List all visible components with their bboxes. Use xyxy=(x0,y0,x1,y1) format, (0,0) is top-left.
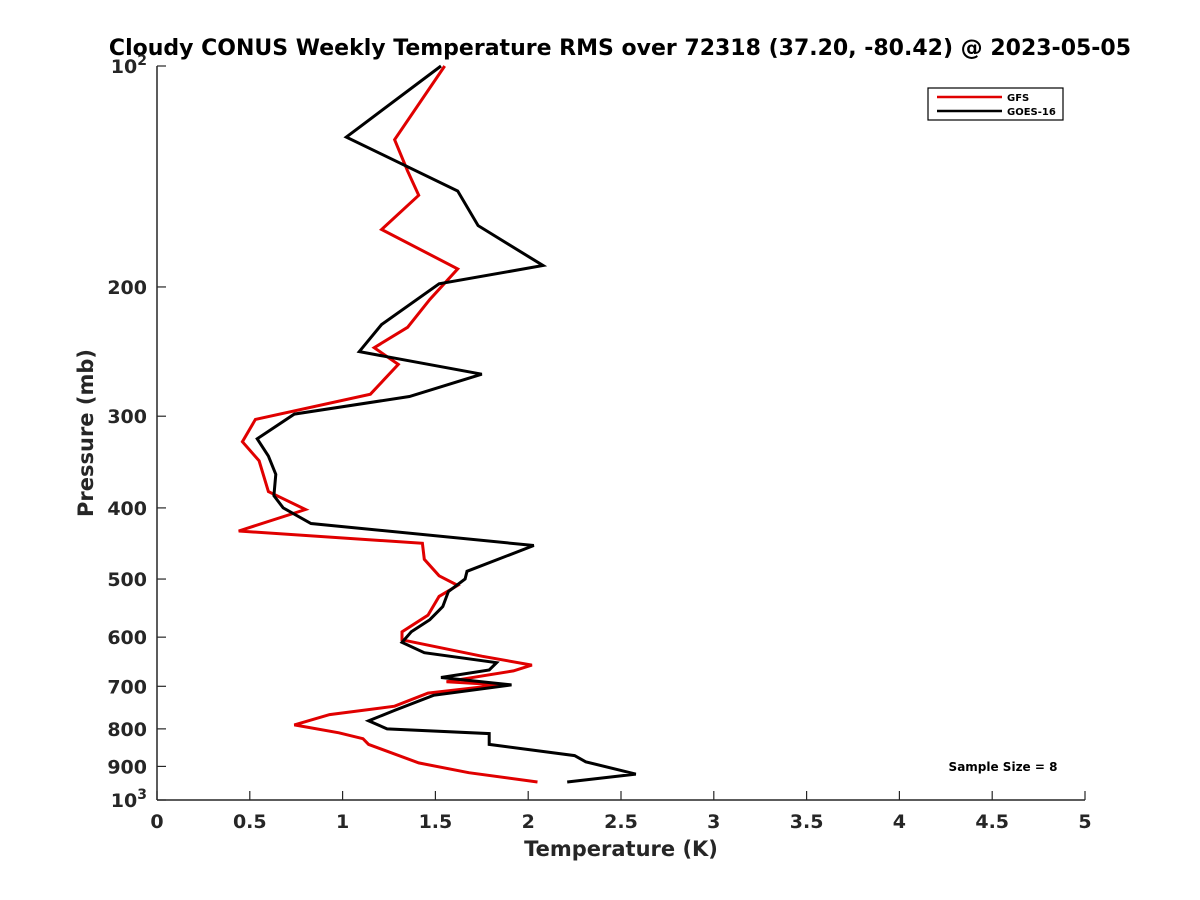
x-tick-label: 3.5 xyxy=(790,811,824,833)
series-layer xyxy=(238,64,637,784)
x-tick-label: 2 xyxy=(522,811,535,833)
y-axis-label: Pressure (mb) xyxy=(74,349,98,517)
y-tick-label: 600 xyxy=(107,627,147,649)
legend-box xyxy=(927,87,1064,121)
series-line-gfs xyxy=(238,65,538,784)
y-tick-label: 700 xyxy=(107,676,147,698)
y-tick-label: 102 xyxy=(111,53,147,78)
y-tick-label: 103 xyxy=(111,787,147,812)
x-tick-label: 1.5 xyxy=(419,811,453,833)
x-tick-label: 4 xyxy=(893,811,906,833)
x-tick-label: 0.5 xyxy=(233,811,267,833)
legend-label-goes16: GOES-16 xyxy=(1007,107,1056,118)
y-ticks: 102 200 300 400 500 600 700 800 900 103 xyxy=(107,53,166,812)
y-tick-label: 500 xyxy=(107,569,147,591)
x-tick-label: 1 xyxy=(336,811,349,833)
series-line-goes16 xyxy=(255,64,637,784)
x-ticks: 0 0.5 1 1.5 2 2.5 3 3.5 4 4.5 5 xyxy=(150,791,1092,833)
x-axis-label: Temperature (K) xyxy=(524,837,718,861)
x-tick-label: 5 xyxy=(1078,811,1091,833)
y-tick-label: 300 xyxy=(107,406,147,428)
x-tick-label: 0 xyxy=(150,811,163,833)
legend-label-gfs: GFS xyxy=(1007,93,1029,104)
x-tick-label: 2.5 xyxy=(604,811,638,833)
x-tick-label: 4.5 xyxy=(975,811,1009,833)
legend: GFS GOES-16 xyxy=(927,87,1064,121)
chart-title: Cloudy CONUS Weekly Temperature RMS over… xyxy=(109,36,1131,61)
y-tick-label: 200 xyxy=(107,277,147,299)
y-tick-label: 800 xyxy=(107,719,147,741)
x-tick-label: 3 xyxy=(707,811,720,833)
sample-size-annotation: Sample Size = 8 xyxy=(949,760,1058,774)
y-tick-label: 900 xyxy=(107,756,147,778)
y-tick-label: 400 xyxy=(107,498,147,520)
